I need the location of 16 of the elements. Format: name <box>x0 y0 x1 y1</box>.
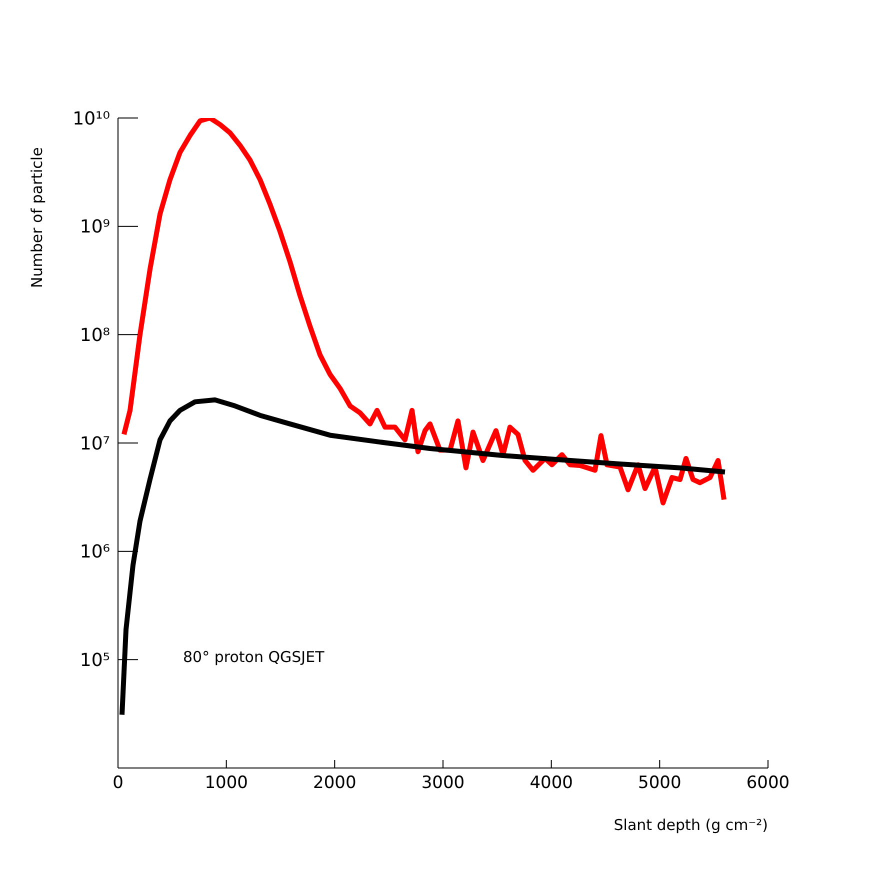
y-tick-label: 10⁸ <box>80 325 110 346</box>
x-tick-label: 0 <box>112 773 124 794</box>
y-axis-title: Number of particle <box>28 147 46 288</box>
x-tick-label: 6000 <box>746 773 790 794</box>
x-axis-title: Slant depth (g cm⁻²) <box>614 816 768 834</box>
annotation: 80° proton QGSJET <box>183 648 324 666</box>
x-tick-label: 3000 <box>421 773 465 794</box>
y-tick-label: 10⁶ <box>80 542 110 563</box>
y-tick-label: 10¹⁰ <box>72 108 110 130</box>
y-tick-label: 10⁷ <box>80 433 110 454</box>
x-tick-label: 1000 <box>204 773 248 794</box>
x-tick-label: 4000 <box>530 773 573 794</box>
y-tick-label: 10⁹ <box>80 216 110 238</box>
x-tick-label: 5000 <box>638 773 682 794</box>
y-tick-label: 10⁵ <box>80 650 110 672</box>
x-tick-label: 2000 <box>313 773 356 794</box>
